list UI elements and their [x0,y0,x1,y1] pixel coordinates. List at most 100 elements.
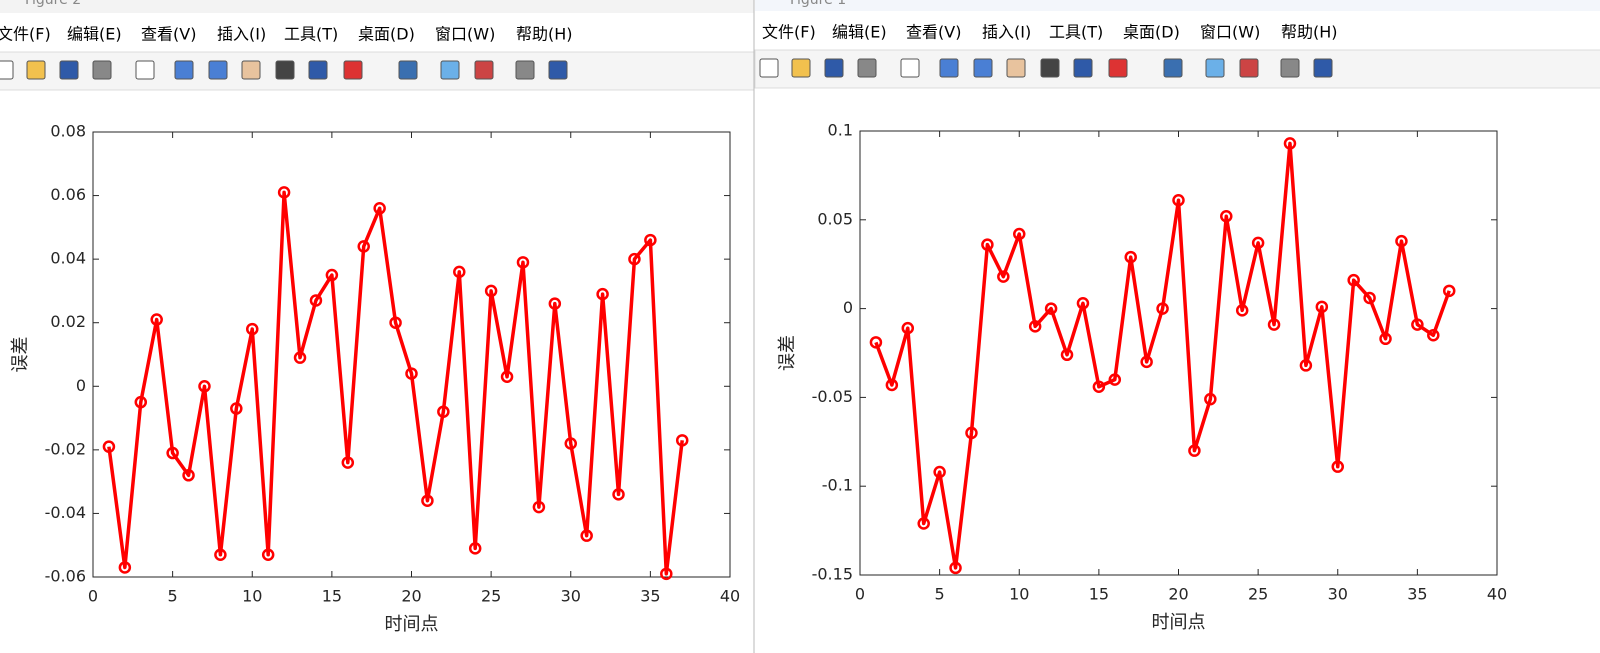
toolbar-icon[interactable] [791,58,811,78]
menu-item[interactable]: 插入(I) [217,25,266,44]
x-tick-label: 20 [401,587,421,606]
menu-item[interactable]: 帮助(H) [1281,23,1338,42]
y-tick-label: 0.04 [50,249,86,268]
data-marker [1411,318,1424,331]
toolbar-icon[interactable] [174,60,194,80]
menu-item[interactable]: 插入(I) [982,23,1031,42]
toolbar-icon[interactable] [548,60,568,80]
toolbar-icon[interactable] [474,60,494,80]
toolbar-icon[interactable] [824,58,844,78]
data-marker [949,561,962,575]
menu-item[interactable]: 桌面(D) [1123,23,1180,42]
data-marker [869,336,883,349]
data-marker [628,252,641,266]
toolbar-icon[interactable] [1280,58,1300,78]
menu-item[interactable]: 文件(F) [0,25,51,44]
menu-item[interactable]: 编辑(E) [832,23,887,42]
x-axis-label: 时间点 [385,614,439,635]
menu-item[interactable]: 工具(T) [1049,23,1103,42]
data-marker [198,380,211,393]
menu-item[interactable]: 窗口(W) [435,25,495,44]
toolbar-icon[interactable] [208,60,228,80]
menu-item[interactable]: 查看(V) [141,25,196,44]
toolbar-icon[interactable] [1040,58,1060,78]
data-marker [1379,332,1392,346]
x-tick-label: 30 [561,587,581,606]
menu-item[interactable]: 查看(V) [906,23,961,42]
menu-item[interactable]: 工具(T) [284,25,338,44]
data-marker [1347,273,1360,287]
toolbar-icon[interactable] [973,58,993,78]
data-marker [1363,291,1376,305]
toolbar-icon[interactable] [0,60,14,80]
data-marker [1044,302,1058,315]
toolbar-icon[interactable] [1073,58,1093,78]
data-marker [437,405,450,418]
menu-item[interactable]: 窗口(W) [1200,23,1260,42]
toolbar-icon[interactable] [308,60,328,80]
data-marker [277,186,291,199]
toolbar-icon[interactable] [398,60,418,80]
y-tick-label: -0.1 [822,476,853,495]
data-marker [214,548,227,561]
x-tick-label: 5 [168,587,178,606]
toolbar-icon[interactable] [1108,58,1128,78]
data-marker [166,446,179,460]
x-tick-label: 25 [1248,585,1268,604]
menu-item[interactable]: 文件(F) [762,23,816,42]
data-marker [1028,320,1042,333]
toolbar-icon[interactable] [900,58,920,78]
x-tick-label: 10 [242,587,262,606]
toolbar-icon[interactable] [759,58,779,78]
data-marker [1060,348,1074,362]
toolbar-icon[interactable] [241,60,261,80]
y-axis-label: 误差 [10,337,31,373]
menu-item[interactable]: 桌面(D) [358,25,415,44]
data-marker [885,378,899,392]
toolbar-icon[interactable] [343,60,363,80]
data-marker [933,465,946,479]
y-tick-label: 0 [843,298,853,317]
data-marker [230,402,243,415]
data-marker [1299,359,1313,372]
data-marker [1124,250,1137,264]
data-line [107,190,684,576]
toolbar-icon[interactable] [26,60,46,80]
data-marker [421,494,434,507]
data-marker [1013,227,1026,241]
toolbar-icon[interactable] [1163,58,1183,78]
data-marker [405,367,418,380]
toolbar-icon[interactable] [275,60,295,80]
toolbar-icon[interactable] [92,60,112,80]
data-marker [325,268,339,282]
toolbar-icon[interactable] [1239,58,1259,78]
data-marker [644,233,657,247]
menu-item[interactable]: 帮助(H) [516,25,573,44]
data-marker [102,440,116,453]
toolbar-icon[interactable] [857,58,877,78]
toolbar-icon[interactable] [59,60,79,80]
data-marker [309,294,323,307]
toolbar [0,51,755,91]
data-marker [484,284,498,298]
toolbar-icon[interactable] [515,60,535,80]
data-marker [246,322,259,336]
menu-item[interactable]: 编辑(E) [67,25,122,44]
data-marker [1395,234,1408,248]
data-marker [341,456,355,469]
toolbar-icon[interactable] [939,58,959,78]
toolbar-icon[interactable] [1205,58,1225,78]
x-tick-label: 35 [640,587,660,606]
toolbar-icon[interactable] [440,60,460,80]
toolbar-icon[interactable] [135,60,155,80]
y-tick-label: 0.02 [50,312,86,331]
data-line [874,141,1451,570]
toolbar-icon[interactable] [1313,58,1333,78]
data-marker [1156,302,1169,315]
x-axis-label: 时间点 [1152,612,1206,633]
data-marker [532,500,546,514]
toolbar-icon[interactable] [1006,58,1026,78]
x-tick-label: 40 [1487,585,1507,604]
data-marker [1076,297,1090,310]
